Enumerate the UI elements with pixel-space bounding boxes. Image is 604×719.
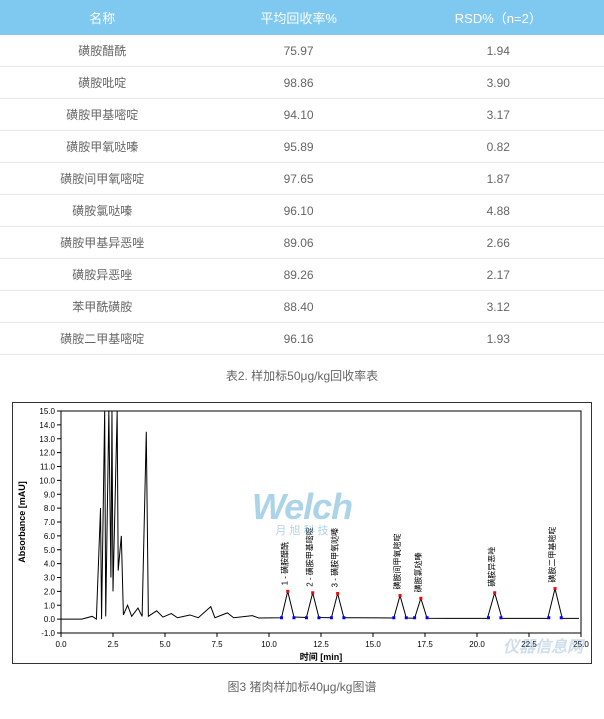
table-cell: 75.97 [205, 35, 393, 67]
table-cell: 2.17 [393, 259, 604, 291]
table-row: 磺胺异恶唑89.262.17 [0, 259, 604, 291]
table-cell: 89.06 [205, 227, 393, 259]
svg-text:Absorbance [mAU]: Absorbance [mAU] [17, 481, 27, 563]
svg-text:2.5: 2.5 [107, 640, 119, 649]
svg-text:1 - 磺胺醋酰: 1 - 磺胺醋酰 [280, 542, 290, 586]
svg-text:10.0: 10.0 [261, 640, 277, 649]
svg-text:6.0: 6.0 [44, 532, 56, 541]
svg-text:14.0: 14.0 [39, 421, 55, 430]
svg-text:2 - 磺胺甲基嘧啶: 2 - 磺胺甲基嘧啶 [305, 527, 315, 587]
table-cell: 1.87 [393, 163, 604, 195]
table-cell: 磺胺醋酰 [0, 35, 205, 67]
recovery-table: 名称 平均回收率% RSD%（n=2） 磺胺醋酰75.971.94磺胺吡啶98.… [0, 0, 604, 355]
svg-text:2.0: 2.0 [44, 587, 56, 596]
table-row: 磺胺甲基异恶唑89.062.66 [0, 227, 604, 259]
table-cell: 3.12 [393, 291, 604, 323]
table-cell: 苯甲酰磺胺 [0, 291, 205, 323]
svg-text:8.0: 8.0 [44, 504, 56, 513]
table-cell: 磺胺甲基嘧啶 [0, 99, 205, 131]
svg-text:12.5: 12.5 [313, 640, 329, 649]
table-cell: 96.16 [205, 323, 393, 355]
table-cell: 磺胺异恶唑 [0, 259, 205, 291]
table-cell: 磺胺吡啶 [0, 67, 205, 99]
svg-text:0.0: 0.0 [44, 615, 56, 624]
table-row: 磺胺吡啶98.863.90 [0, 67, 604, 99]
table-cell: 磺胺氯哒嗪 [0, 195, 205, 227]
table-caption: 表2. 样加标50μg/kg回收率表 [0, 355, 604, 402]
table-cell: 4.88 [393, 195, 604, 227]
svg-text:磺胺间甲氧嘧啶: 磺胺间甲氧嘧啶 [392, 534, 402, 590]
svg-text:1.0: 1.0 [44, 601, 56, 610]
table-cell: 3.90 [393, 67, 604, 99]
svg-text:5.0: 5.0 [159, 640, 171, 649]
svg-text:3.0: 3.0 [44, 574, 56, 583]
table-row: 磺胺甲基嘧啶94.103.17 [0, 99, 604, 131]
col-name: 名称 [0, 0, 205, 35]
svg-text:15.0: 15.0 [365, 640, 381, 649]
svg-text:15.0: 15.0 [39, 407, 55, 416]
table-cell: 磺胺间甲氧嘧啶 [0, 163, 205, 195]
svg-text:7.0: 7.0 [44, 518, 56, 527]
table-cell: 88.40 [205, 291, 393, 323]
svg-text:20.0: 20.0 [469, 640, 485, 649]
table-row: 磺胺间甲氧嘧啶97.651.87 [0, 163, 604, 195]
svg-text:3 - 磺胺甲氧哒嗪: 3 - 磺胺甲氧哒嗪 [330, 528, 340, 588]
table-row: 磺胺甲氧哒嗪95.890.82 [0, 131, 604, 163]
table-row: 磺胺醋酰75.971.94 [0, 35, 604, 67]
table-row: 苯甲酰磺胺88.403.12 [0, 291, 604, 323]
table-cell: 3.17 [393, 99, 604, 131]
table-cell: 94.10 [205, 99, 393, 131]
table-cell: 96.10 [205, 195, 393, 227]
svg-text:磺胺二甲基嘧啶: 磺胺二甲基嘧啶 [547, 527, 557, 583]
table-cell: 98.86 [205, 67, 393, 99]
table-cell: 1.93 [393, 323, 604, 355]
table-cell: 95.89 [205, 131, 393, 163]
table-row: 磺胺二甲基嘧啶96.161.93 [0, 323, 604, 355]
svg-text:13.0: 13.0 [39, 435, 55, 444]
svg-text:5.0: 5.0 [44, 546, 56, 555]
figure-caption: 图3 猪肉样加标40μg/kg图谱 [0, 664, 604, 705]
svg-text:10.0: 10.0 [39, 476, 55, 485]
svg-text:9.0: 9.0 [44, 490, 56, 499]
table-cell: 磺胺二甲基嘧啶 [0, 323, 205, 355]
table-cell: 磺胺甲基异恶唑 [0, 227, 205, 259]
svg-text:-1.0: -1.0 [41, 629, 55, 638]
table-cell: 磺胺甲氧哒嗪 [0, 131, 205, 163]
svg-text:7.5: 7.5 [211, 640, 223, 649]
table-row: 磺胺氯哒嗪96.104.88 [0, 195, 604, 227]
info-watermark-icon: 仪器信息网 [503, 633, 583, 657]
col-rsd: RSD%（n=2） [393, 0, 604, 35]
svg-text:0.0: 0.0 [55, 640, 67, 649]
svg-text:磺胺氯哒嗪: 磺胺氯哒嗪 [413, 552, 423, 592]
svg-text:11.0: 11.0 [40, 463, 56, 472]
svg-text:17.5: 17.5 [417, 640, 433, 649]
svg-text:12.0: 12.0 [39, 449, 55, 458]
svg-text:时间 [min]: 时间 [min] [300, 651, 343, 662]
table-cell: 2.66 [393, 227, 604, 259]
table-cell: 89.26 [205, 259, 393, 291]
table-cell: 0.82 [393, 131, 604, 163]
col-recovery: 平均回收率% [205, 0, 393, 35]
recovery-table-container: 名称 平均回收率% RSD%（n=2） 磺胺醋酰75.971.94磺胺吡啶98.… [0, 0, 604, 402]
chromatogram-svg: 0.02.55.07.510.012.515.017.520.022.525.0… [13, 403, 591, 663]
chromatogram-chart: 0.02.55.07.510.012.515.017.520.022.525.0… [12, 402, 592, 664]
svg-text:磺胺异恶唑: 磺胺异恶唑 [487, 547, 497, 587]
table-cell: 1.94 [393, 35, 604, 67]
svg-text:4.0: 4.0 [44, 560, 56, 569]
table-cell: 97.65 [205, 163, 393, 195]
